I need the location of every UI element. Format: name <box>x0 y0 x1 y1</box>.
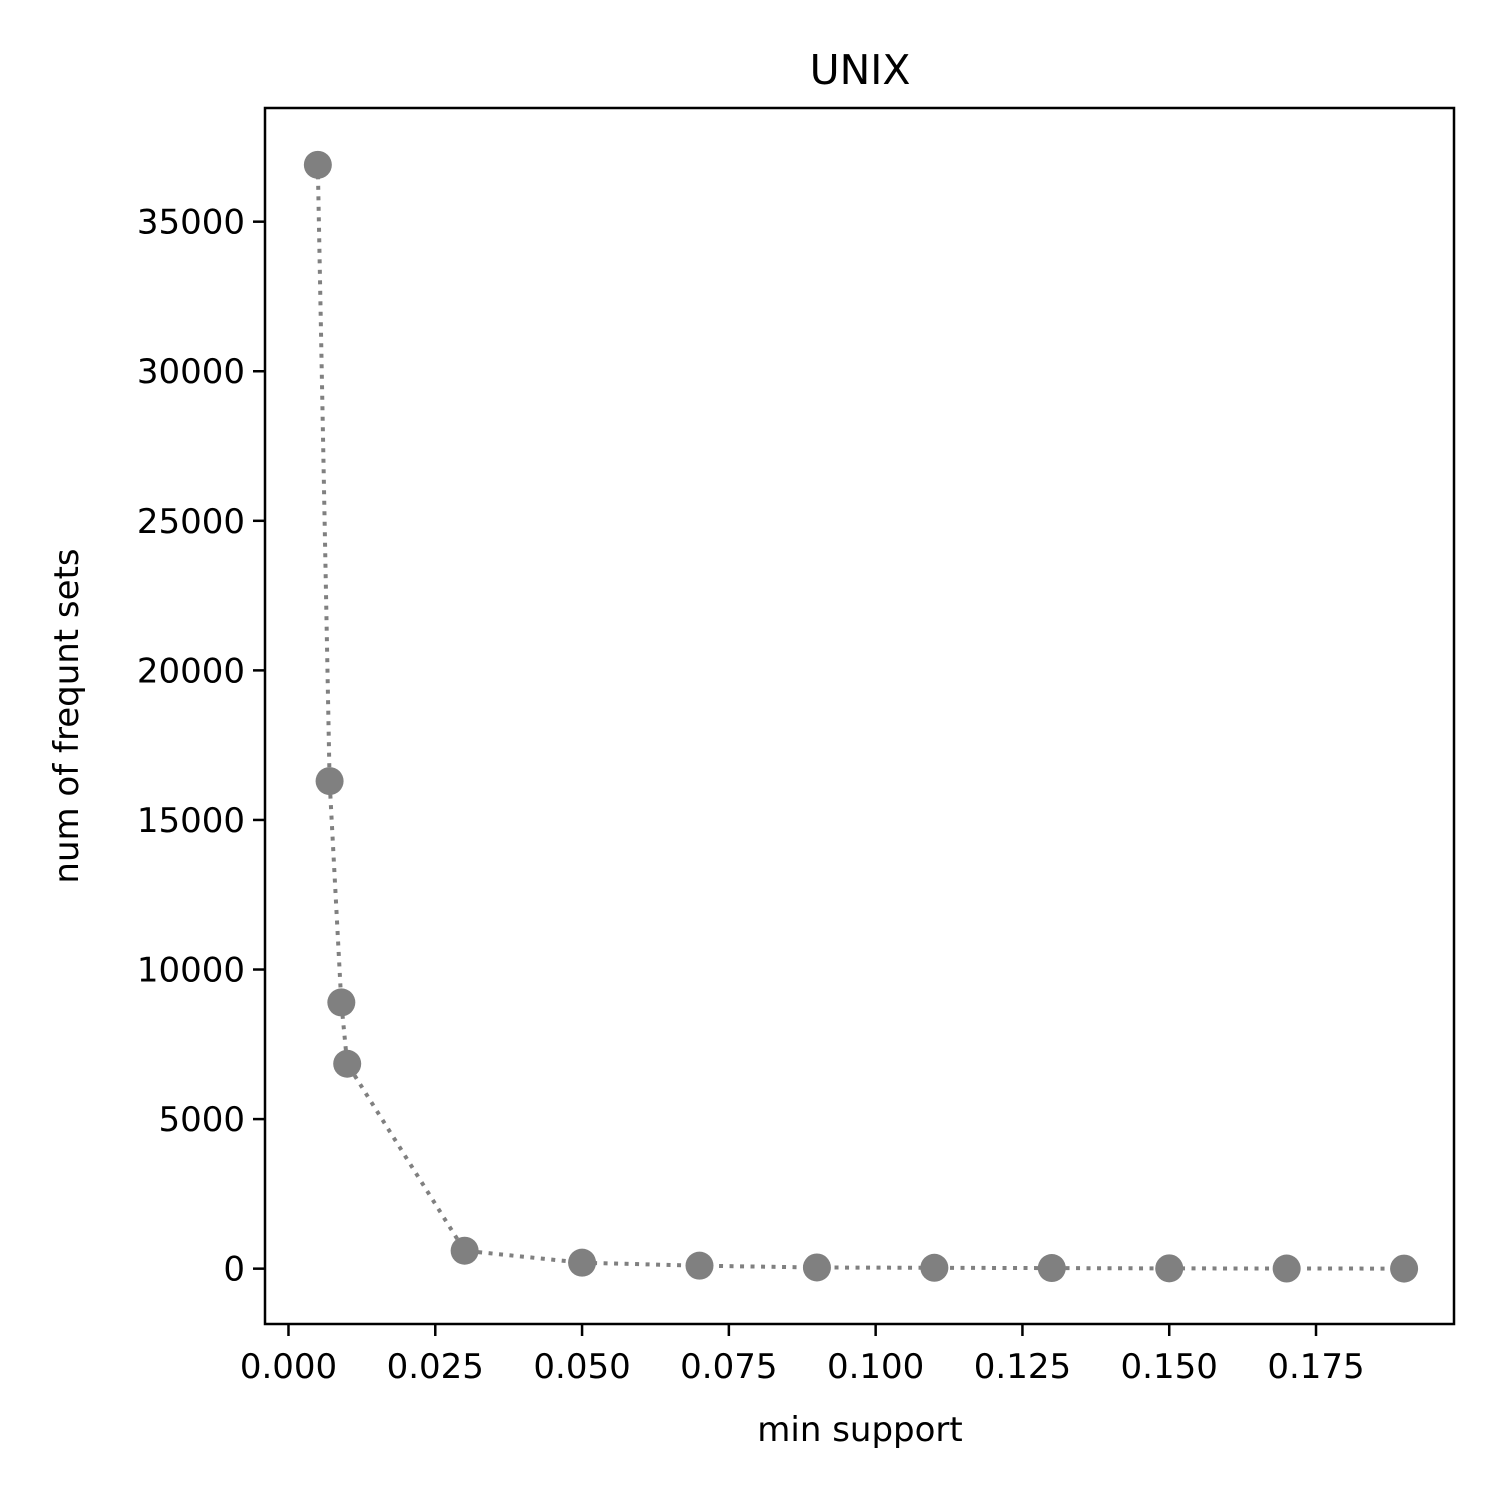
series-layer <box>303 150 1419 1283</box>
y-tick-label: 0 <box>223 1250 245 1290</box>
data-point <box>333 1049 362 1078</box>
data-point <box>1272 1254 1301 1283</box>
data-point <box>920 1253 949 1282</box>
x-axis-title: min support <box>757 1410 962 1450</box>
data-point <box>315 767 344 796</box>
y-tick-label: 5000 <box>158 1100 245 1140</box>
x-tick-label: 0.000 <box>240 1347 337 1387</box>
chart-title: UNIX <box>810 46 911 94</box>
series-line <box>315 164 1405 1271</box>
y-axis: 0 5000 10000 15000 20000 25000 30000 35000 <box>137 203 265 1290</box>
data-point <box>685 1251 714 1280</box>
data-point <box>450 1236 479 1265</box>
data-point <box>802 1253 831 1282</box>
data-point <box>1037 1254 1066 1283</box>
data-point <box>303 150 332 179</box>
y-tick-label: 20000 <box>137 651 245 691</box>
x-tick-label: 0.175 <box>1267 1347 1364 1387</box>
data-point <box>1155 1254 1184 1283</box>
x-tick-label: 0.100 <box>827 1347 924 1387</box>
y-tick-label: 30000 <box>137 352 245 392</box>
y-tick-label: 15000 <box>137 801 245 841</box>
y-tick-label: 25000 <box>137 502 245 542</box>
y-tick-label: 10000 <box>137 951 245 991</box>
x-axis: 0.000 0.025 0.050 0.075 0.100 0.125 0.150 0.175 <box>240 1324 1365 1387</box>
x-tick-label: 0.125 <box>974 1347 1071 1387</box>
plot-frame <box>263 106 1456 1326</box>
y-tick-label: 35000 <box>137 203 245 243</box>
y-axis-title: num of frequnt sets <box>47 548 87 883</box>
data-point <box>568 1248 597 1277</box>
data-point <box>327 988 356 1017</box>
data-point <box>1390 1254 1419 1283</box>
x-tick-label: 0.075 <box>680 1347 777 1387</box>
x-tick-label: 0.025 <box>387 1347 484 1387</box>
x-tick-label: 0.050 <box>533 1347 630 1387</box>
x-tick-label: 0.150 <box>1121 1347 1218 1387</box>
